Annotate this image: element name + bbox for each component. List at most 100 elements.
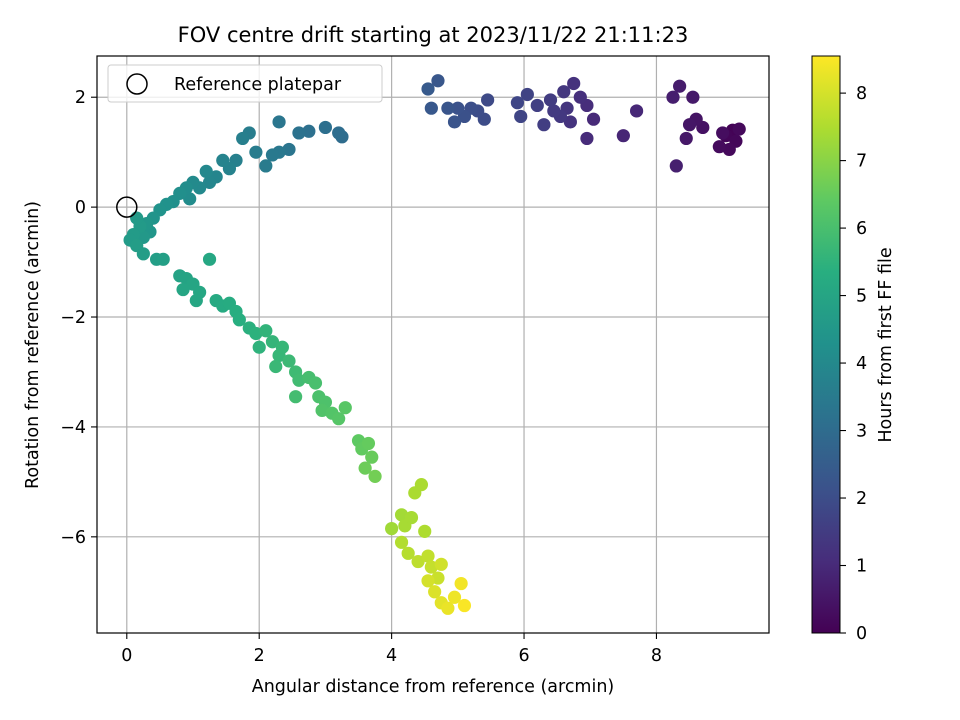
colorbar: 0 1 2 3 4 5 6 7 8 Hours from first FF file — [811, 55, 896, 644]
colorbar-tick-label: 0 — [856, 624, 867, 644]
data-point — [136, 247, 150, 261]
y-tick-label: −2 — [60, 308, 86, 328]
data-point — [732, 122, 746, 136]
data-point — [249, 326, 263, 341]
legend-label: Reference platepar — [174, 75, 342, 95]
data-point — [368, 469, 382, 483]
data-point — [338, 401, 352, 415]
y-tick-label: −6 — [60, 528, 86, 548]
data-point — [421, 549, 435, 563]
x-tick-label: 2 — [254, 646, 265, 666]
plot-area-frame — [96, 55, 770, 634]
x-tick-label: 6 — [518, 646, 529, 666]
data-point — [401, 546, 415, 560]
data-point — [282, 142, 296, 157]
data-points — [123, 74, 746, 615]
data-point — [722, 142, 736, 157]
colorbar-tick-label: 7 — [856, 152, 867, 172]
data-point — [394, 535, 409, 549]
data-point — [199, 164, 213, 178]
data-point — [411, 554, 425, 569]
chart-title: FOV centre drift starting at 2023/11/22 … — [178, 23, 689, 47]
data-point — [130, 211, 144, 225]
data-point — [557, 85, 571, 99]
data-point — [441, 101, 455, 115]
data-point — [616, 129, 630, 143]
data-point — [265, 148, 280, 162]
data-point — [421, 574, 435, 588]
data-point — [666, 90, 680, 104]
data-point — [457, 598, 472, 613]
colorbar-label: Hours from first FF file — [876, 247, 896, 442]
data-point — [716, 126, 730, 140]
data-point — [441, 601, 455, 615]
data-point — [547, 104, 561, 118]
data-point — [431, 74, 445, 88]
data-point — [302, 124, 316, 138]
data-point — [216, 153, 230, 168]
data-point — [629, 104, 644, 118]
x-tick-label: 8 — [651, 646, 662, 666]
data-point — [686, 90, 700, 104]
data-point — [365, 450, 379, 464]
data-point — [332, 126, 346, 140]
data-point — [586, 112, 601, 126]
data-point — [679, 131, 693, 146]
data-point — [361, 436, 376, 451]
axis-ticks: 0 2 4 6 8 2 0 −2 −4 −6 — [60, 88, 662, 666]
data-point — [447, 115, 462, 129]
data-point — [481, 93, 495, 107]
colorbar-tick-label: 2 — [856, 489, 867, 509]
data-point — [308, 376, 323, 390]
y-tick-label: 2 — [75, 88, 86, 108]
data-point — [315, 403, 329, 418]
data-point — [292, 373, 306, 387]
data-point — [414, 478, 429, 492]
data-point — [404, 510, 419, 525]
data-point — [563, 115, 577, 129]
legend: Reference platepar — [107, 64, 383, 103]
data-point — [418, 524, 432, 538]
reference-platepar-marker — [116, 196, 138, 218]
colorbar-tick-label: 8 — [856, 84, 867, 104]
data-point — [421, 82, 435, 96]
data-point — [682, 118, 697, 132]
data-point — [282, 354, 296, 368]
data-point — [428, 585, 442, 599]
data-point — [431, 571, 445, 585]
data-point — [712, 140, 726, 154]
data-point — [232, 313, 246, 327]
y-tick-label: −4 — [60, 418, 86, 438]
data-point — [520, 87, 534, 102]
data-point — [537, 118, 551, 132]
data-point — [424, 560, 438, 574]
data-point — [176, 282, 190, 297]
data-point — [249, 145, 263, 159]
data-point — [202, 175, 217, 189]
data-point — [543, 93, 558, 107]
data-point — [454, 576, 468, 591]
data-point — [573, 90, 587, 104]
data-point — [567, 76, 581, 91]
data-point — [434, 557, 448, 571]
data-point — [236, 131, 250, 146]
data-point — [447, 590, 462, 604]
data-point — [358, 461, 372, 475]
gridlines — [97, 56, 769, 633]
data-point — [272, 115, 286, 129]
reference-marker-layer — [116, 196, 138, 218]
data-point — [259, 324, 273, 338]
data-point — [424, 101, 438, 115]
x-tick-label: 0 — [121, 646, 132, 666]
data-point — [269, 359, 283, 374]
y-tick-label: 0 — [75, 198, 86, 218]
data-point — [183, 192, 197, 206]
data-point — [252, 340, 266, 354]
data-point — [510, 96, 525, 110]
data-point — [514, 109, 528, 124]
data-point — [202, 252, 217, 266]
data-point — [275, 340, 289, 354]
colorbar-tick-label: 1 — [856, 557, 867, 577]
y-axis-label: Rotation from reference (arcmin) — [23, 201, 43, 489]
